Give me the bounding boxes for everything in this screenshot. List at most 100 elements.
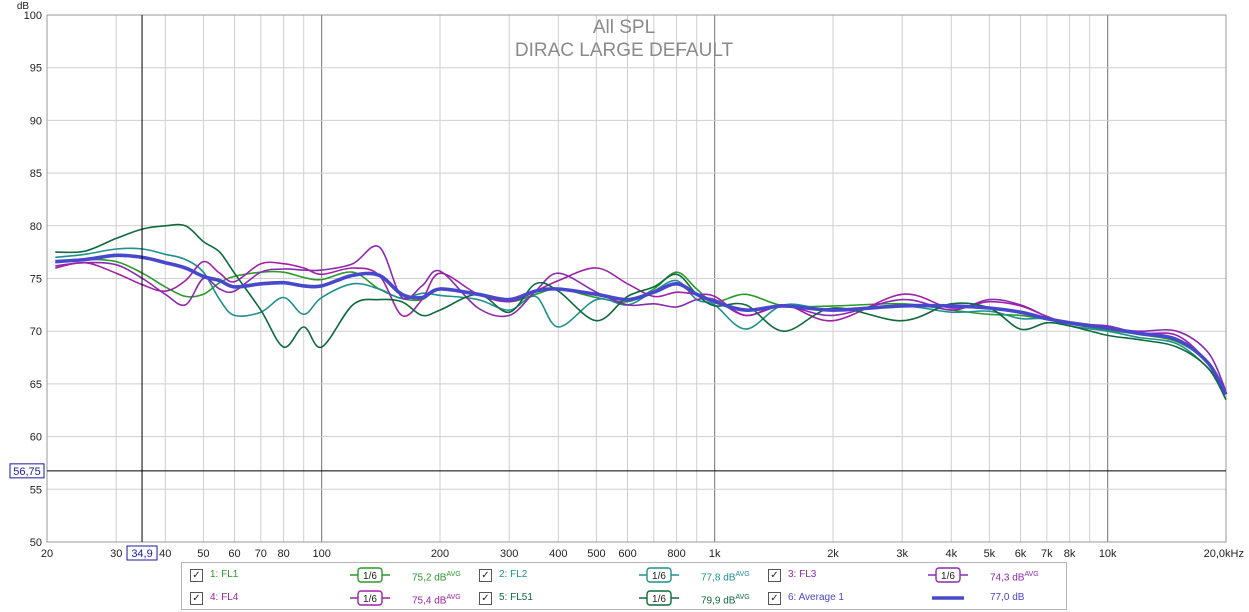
legend-value-text: 74,3 dB [990, 572, 1025, 584]
x-tick-label: 50 [197, 548, 209, 560]
legend-value: 75,4 dBAVG [412, 589, 461, 610]
series-line-fl51 [55, 223, 1227, 401]
x-tick-label: 3k [896, 548, 908, 560]
cursor-y-box [9, 463, 45, 479]
cursor-x-box [126, 545, 158, 561]
x-tick-label: 4k [945, 548, 957, 560]
legend-label: 2: FL2 [499, 569, 528, 580]
legend-value-text: 75,4 dB [412, 595, 447, 607]
legend-value: 77,0 dB [990, 589, 1024, 607]
x-tick-label: 200 [431, 548, 449, 560]
legend-panel: ✓ 1: FL1 1/6 75,2 dBAVG ✓ 2: FL2 1/6 77,8 dBAVG… [181, 562, 1067, 610]
x-tick-label: 20 [41, 548, 53, 560]
legend-item-4[interactable]: ✓ 4: FL4 1/6 75,4 dBAVG [190, 589, 475, 607]
legend-smoothing-swatch[interactable]: 1/6 [350, 590, 390, 606]
legend-value-text: 79,9 dB [701, 595, 736, 607]
legend-item-5[interactable]: ✓ 5: FL51 1/6 79,9 dBAVG [479, 589, 764, 607]
y-axis-ticks: 50 55 60 65 70 75 80 85 90 95 100 [24, 10, 42, 549]
legend-value-suffix: AVG [1024, 571, 1039, 578]
legend-checkbox[interactable]: ✓ [479, 592, 492, 605]
x-tick-label: 70 [255, 548, 267, 560]
series-line-fl1 [55, 258, 1227, 395]
legend-checkbox[interactable]: ✓ [190, 569, 203, 582]
legend-value: 74,3 dBAVG [990, 566, 1039, 587]
y-tick-label: 65 [30, 379, 42, 391]
legend-checkbox[interactable]: ✓ [479, 569, 492, 582]
x-tick-label: 400 [549, 548, 567, 560]
x-tick-label: 8k [1064, 548, 1076, 560]
cursor-y-label: 56,75 [13, 466, 41, 478]
plot-frame [46, 14, 1227, 543]
legend-smoothing-swatch[interactable]: 1/6 [639, 590, 679, 606]
legend-checkbox[interactable]: ✓ [768, 569, 781, 582]
y-axis-unit-label: dB [17, 1, 30, 12]
spl-chart: 50 55 60 65 70 75 80 85 90 95 100 20 30 40 50 60 70 80 10… [9, 1, 1244, 561]
y-tick-label: 85 [30, 168, 42, 180]
x-tick-label: 30 [110, 548, 122, 560]
legend-value-text: 75,2 dB [412, 572, 447, 584]
x-tick-label: 600 [618, 548, 636, 560]
x-tick-label: 5k [984, 548, 996, 560]
chart-subtitle: DIRAC LARGE DEFAULT [515, 40, 734, 61]
chart-grid [46, 14, 1227, 543]
legend-smoothing-swatch[interactable] [928, 590, 968, 606]
cursor-layer[interactable]: 34,9 56,75 [9, 15, 1226, 561]
x-tick-label: 800 [667, 548, 685, 560]
x-tick-label: 300 [500, 548, 518, 560]
y-tick-label: 60 [30, 432, 42, 444]
legend-smoothing-label: 1/6 [941, 571, 955, 582]
legend-value-suffix: AVG [735, 571, 750, 578]
legend-item-2[interactable]: ✓ 2: FL2 1/6 77,8 dBAVG [479, 566, 764, 584]
legend-smoothing-swatch[interactable]: 1/6 [350, 567, 390, 583]
x-tick-label: 60 [228, 548, 240, 560]
x-tick-label: 80 [277, 548, 289, 560]
x-tick-label: 1k [709, 548, 721, 560]
y-tick-label: 80 [30, 221, 42, 233]
x-tick-label: 20,0kHz [1204, 548, 1244, 560]
legend-smoothing-swatch[interactable]: 1/6 [928, 567, 968, 583]
legend-value-suffix: AVG [446, 594, 461, 601]
series-line-average-1 [55, 253, 1228, 396]
legend-checkbox[interactable]: ✓ [190, 592, 203, 605]
x-tick-label: 40 [159, 548, 171, 560]
y-tick-label: 100 [24, 10, 42, 22]
legend-checkbox[interactable]: ✓ [768, 592, 781, 605]
legend-value: 75,2 dBAVG [412, 566, 461, 587]
legend-item-1[interactable]: ✓ 1: FL1 1/6 75,2 dBAVG [190, 566, 475, 584]
series-line-fl4 [55, 260, 1227, 393]
series-line-fl2 [55, 247, 1227, 395]
legend-smoothing-label: 1/6 [652, 571, 666, 582]
x-tick-label: 500 [587, 548, 605, 560]
y-tick-label: 75 [30, 274, 42, 286]
legend-smoothing-label: 1/6 [363, 571, 377, 582]
x-tick-label: 2k [827, 548, 839, 560]
y-tick-label: 55 [30, 484, 42, 496]
legend-label: 6: Average 1 [788, 592, 844, 603]
x-tick-label: 100 [313, 548, 331, 560]
legend-label: 1: FL1 [210, 569, 239, 580]
x-tick-label: 6k [1015, 548, 1027, 560]
x-tick-label: 10k [1099, 548, 1117, 560]
y-tick-label: 90 [30, 115, 42, 127]
series-layer [55, 223, 1228, 401]
legend-smoothing-label: 1/6 [363, 594, 377, 605]
legend-item-3[interactable]: ✓ 3: FL3 1/6 74,3 dBAVG [768, 566, 1053, 584]
cursor-x-label: 34,9 [131, 548, 152, 560]
legend-smoothing-swatch[interactable]: 1/6 [639, 567, 679, 583]
legend-label: 4: FL4 [210, 592, 239, 603]
legend-label: 5: FL51 [499, 592, 533, 603]
y-tick-label: 70 [30, 326, 42, 338]
legend-label: 3: FL3 [788, 569, 817, 580]
x-tick-label: 7k [1041, 548, 1053, 560]
legend-smoothing-label: 1/6 [652, 594, 666, 605]
series-line-fl3 [55, 245, 1227, 392]
legend-value-text: 77,0 dB [990, 592, 1025, 603]
x-axis-ticks: 20 30 40 50 60 70 80 100 200 300 400 500 600 800 1k 2k 3… [41, 548, 1244, 560]
legend-value-text: 77,8 dB [701, 572, 736, 584]
y-tick-label: 95 [30, 63, 42, 75]
legend-item-6[interactable]: ✓ 6: Average 1 77,0 dB [768, 589, 1053, 607]
legend-value-suffix: AVG [735, 594, 750, 601]
y-tick-label: 50 [30, 537, 42, 549]
chart-title: All SPL [593, 17, 655, 38]
legend-value-suffix: AVG [446, 571, 461, 578]
